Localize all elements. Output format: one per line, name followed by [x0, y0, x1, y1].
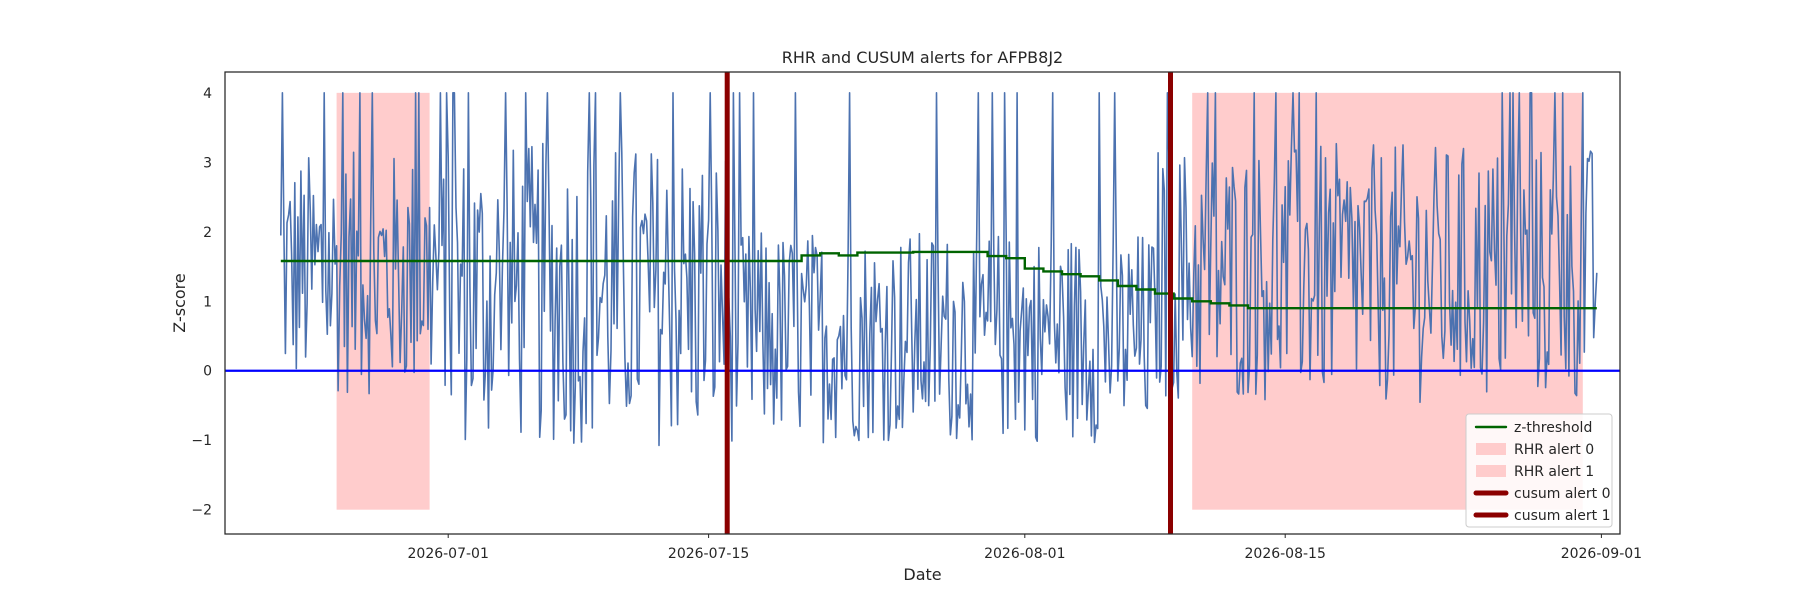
y-tick-label: 1	[203, 294, 212, 310]
legend-label: z-threshold	[1514, 420, 1592, 436]
legend-swatch	[1476, 465, 1506, 477]
x-tick-label: 2026-09-01	[1561, 546, 1642, 562]
legend-label: cusum alert 0	[1514, 486, 1611, 502]
plot-frame	[224, 71, 1621, 535]
legend-box	[1465, 413, 1613, 528]
y-tick-label: 0	[203, 364, 212, 380]
x-tick-label: 2026-07-01	[408, 546, 489, 562]
x-tick-label: 2026-08-01	[984, 546, 1065, 562]
legend-label: RHR alert 0	[1514, 442, 1594, 458]
legend-swatch	[1476, 443, 1506, 455]
chart-title: RHR and CUSUM alerts for AFPB8J2	[782, 48, 1063, 67]
y-tick-label: 2	[203, 225, 212, 241]
legend-label: cusum alert 1	[1514, 508, 1611, 524]
x-tick-label: 2026-08-15	[1245, 546, 1326, 562]
y-tick-label: 3	[203, 155, 212, 171]
legend: z-threshold RHR alert 0 RHR alert 1 cusum a…	[1465, 413, 1613, 528]
x-tick-label: 2026-07-15	[668, 546, 749, 562]
x-axis-label: Date	[903, 565, 941, 584]
legend-label: RHR alert 1	[1514, 464, 1594, 480]
y-tick-label: −1	[191, 433, 212, 449]
y-tick-label: 4	[203, 86, 212, 102]
y-axis-label: Z-score	[170, 273, 189, 332]
z-threshold-line	[280, 250, 1597, 310]
y-tick-label: −2	[191, 503, 212, 519]
zscore-line	[280, 92, 1598, 447]
